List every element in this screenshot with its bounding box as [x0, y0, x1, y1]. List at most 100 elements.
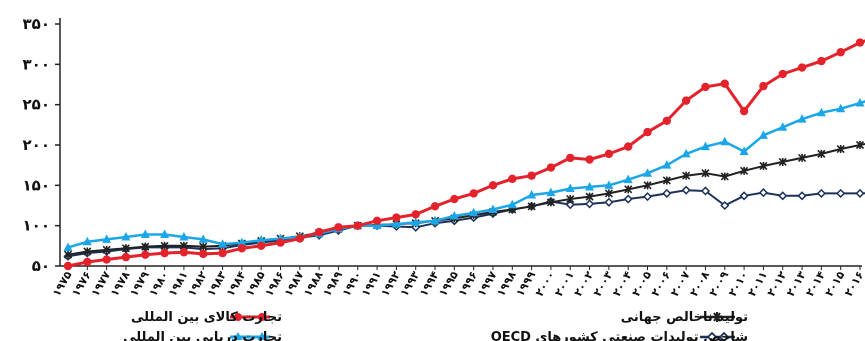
data-point — [797, 153, 807, 162]
data-point — [836, 103, 846, 113]
data-point — [546, 187, 556, 197]
y-tick-label: ۳۵۰ — [23, 15, 50, 33]
legend-item-oecd-industrial-production: شاخص تولیدات صنعتی کشورهای OECD — [491, 330, 748, 341]
data-point — [623, 174, 633, 184]
data-point — [720, 79, 729, 88]
y-tick-label: ۲۵۰ — [23, 96, 50, 114]
data-point — [604, 189, 613, 198]
data-point — [256, 235, 266, 244]
data-point — [566, 153, 575, 163]
data-point — [82, 236, 92, 246]
data-point — [198, 234, 208, 243]
x-axis-ticks: ۱۹۷۵۱۹۷۶۱۹۷۷۱۹۷۸۱۹۷۹۱۹۸۰۱۹۸۱۱۹۸۲۱۹۸۳۱۹۸۴… — [50, 266, 865, 299]
data-point — [700, 141, 710, 151]
data-point — [623, 194, 633, 204]
legend-item-seaborne-trade: تجارت دریایی بین المللی — [123, 330, 282, 341]
data-point — [604, 197, 614, 207]
data-point — [179, 231, 189, 241]
data-point — [681, 148, 691, 158]
data-point — [778, 122, 788, 131]
data-point — [701, 82, 710, 92]
data-point — [469, 207, 479, 217]
data-point — [83, 247, 92, 256]
data-point — [527, 190, 537, 199]
data-point — [218, 239, 228, 248]
data-point — [604, 180, 614, 189]
data-point — [778, 157, 787, 167]
data-point — [682, 171, 691, 180]
data-point — [121, 244, 131, 253]
data-point — [372, 216, 382, 226]
data-point — [430, 202, 440, 211]
data-point — [218, 248, 227, 258]
legend-label-seaborne-trade: تجارت دریایی بین المللی — [123, 330, 282, 341]
y-axis-ticks: ۵۰ ۱۰۰ ۱۵۰ ۲۰۰ ۲۵۰ ۳۰۰ ۳۵۰ — [23, 15, 60, 275]
data-point — [63, 250, 73, 259]
data-point — [469, 189, 478, 198]
legend-marker-merchandise-trade — [234, 313, 242, 321]
data-point — [314, 227, 324, 237]
data-point — [681, 185, 691, 195]
data-point — [199, 242, 208, 251]
data-point — [759, 161, 768, 171]
series-layer — [63, 38, 865, 271]
data-point — [160, 229, 170, 239]
data-point — [720, 172, 729, 181]
y-tick-label: ۲۰۰ — [23, 136, 50, 154]
data-point — [797, 114, 807, 123]
legend-marker-oecd-industrial-production — [706, 331, 718, 341]
y-tick-label: ۵۰ — [32, 257, 50, 275]
data-point — [450, 194, 459, 204]
data-point — [140, 229, 150, 239]
series-0 — [63, 38, 865, 271]
data-point — [855, 38, 865, 47]
data-point — [836, 144, 845, 154]
data-point — [720, 200, 730, 211]
data-point — [507, 199, 517, 209]
data-point — [643, 127, 652, 137]
data-point — [392, 213, 401, 222]
legend-label-world-gdp: تولید ناخالص جهانی — [621, 310, 748, 325]
data-point — [836, 48, 845, 57]
data-point — [411, 217, 421, 226]
data-point — [759, 81, 768, 91]
data-point — [817, 56, 826, 66]
data-point — [585, 192, 594, 201]
legend-marker-seaborne-trade — [233, 332, 243, 340]
data-point — [681, 96, 691, 105]
data-point — [391, 219, 401, 228]
data-point — [720, 136, 730, 146]
data-point — [855, 188, 865, 198]
data-point — [662, 160, 672, 169]
data-point — [63, 261, 73, 271]
data-point — [778, 69, 787, 79]
data-point — [508, 174, 517, 184]
data-point — [121, 231, 131, 241]
data-point — [160, 248, 169, 258]
data-point — [566, 194, 575, 204]
data-point — [662, 116, 672, 126]
legend-label-oecd-industrial-production: شاخص تولیدات صنعتی کشورهای OECD — [491, 330, 748, 341]
data-point — [739, 146, 749, 155]
data-point — [758, 130, 768, 139]
data-point — [836, 188, 846, 198]
y-tick-label: ۱۵۰ — [23, 176, 50, 194]
legend-item-merchandise-trade: تجارت کالای بین المللی — [131, 310, 282, 325]
data-point — [565, 200, 575, 210]
data-point — [83, 257, 92, 267]
data-point — [604, 149, 614, 159]
data-point — [739, 191, 749, 201]
data-point — [701, 169, 710, 178]
data-point — [797, 63, 807, 72]
data-point — [276, 238, 285, 247]
data-point — [63, 242, 73, 251]
data-point — [778, 191, 788, 201]
data-point — [585, 199, 595, 209]
data-point — [237, 237, 247, 247]
data-point — [816, 188, 826, 198]
data-point — [141, 242, 150, 251]
data-point — [585, 155, 594, 164]
data-point — [662, 176, 671, 185]
data-point — [662, 188, 672, 198]
